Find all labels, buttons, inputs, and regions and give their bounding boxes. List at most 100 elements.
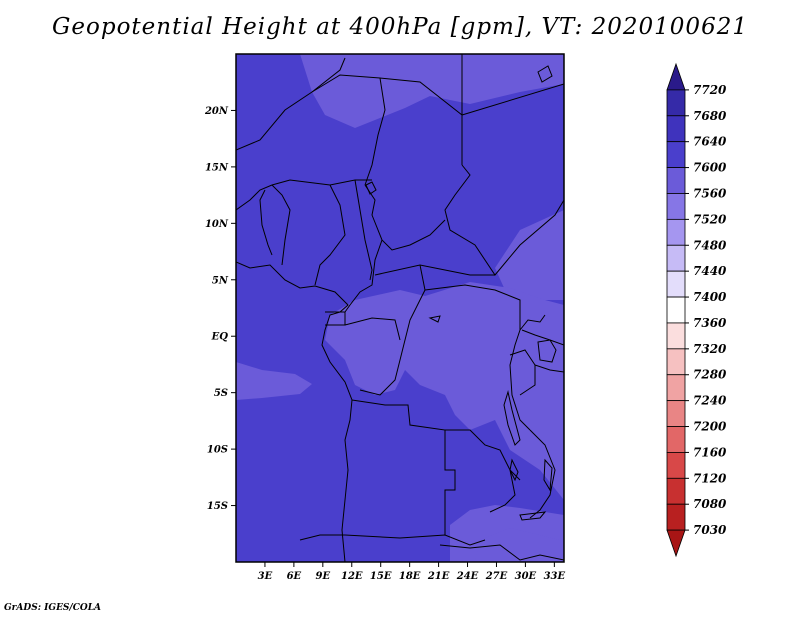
lon-tick-label: 21E (427, 571, 450, 582)
colorbar-label: 7320 (693, 342, 727, 356)
lake-outline (428, 315, 441, 323)
colorbar-segment (666, 244, 686, 272)
colorbar-label: 7480 (693, 238, 727, 252)
colorbar-segment (666, 193, 686, 220)
colorbar-segment (666, 400, 686, 427)
colorbar-label: 7720 (693, 83, 727, 97)
boundary-line (314, 184, 346, 286)
colorbar-label: 7440 (693, 264, 727, 278)
lat-tick-label: 5N (212, 275, 229, 286)
colorbar-segment (666, 296, 686, 324)
colorbar-segment (666, 322, 686, 350)
colorbar-segment (666, 218, 686, 246)
colorbar-segment (666, 374, 686, 402)
colorbar-segment (666, 115, 686, 143)
lon-tick-label: 6E (287, 571, 302, 582)
colorbar-label: 7520 (693, 212, 727, 226)
colorbar-segment (666, 62, 686, 91)
boundary-line (359, 264, 426, 396)
light-region-central (325, 282, 564, 500)
lat-tick-label: 5S (214, 388, 228, 399)
boundary-line (259, 189, 273, 256)
boundary-line (311, 74, 463, 165)
colorbar-label: 7680 (693, 109, 727, 123)
lon-tick-label: 9E (316, 571, 331, 582)
boundary-line (364, 184, 446, 251)
boundary-line (521, 329, 564, 346)
colorbar-label: 7240 (693, 394, 727, 408)
lat-tick-label: 10S (207, 445, 228, 456)
lake-outline (365, 181, 377, 195)
lon-tick-label: 18E (399, 571, 421, 582)
colorbar-segment (666, 477, 686, 505)
light-region-west (236, 362, 312, 400)
boundary-line (364, 77, 386, 186)
boundary-line (509, 329, 531, 431)
boundary-line (271, 184, 291, 266)
lon-tick-label: 15E (370, 571, 392, 582)
colorbar-segment (666, 426, 686, 453)
lake-outline (543, 458, 553, 492)
colorbar-segment (666, 167, 686, 194)
colorbar: 7720 7680 7640 7600 7560 7520 7480 7440 7400 7360… (666, 62, 727, 558)
boundary-line (299, 534, 345, 541)
colorbar-label: 7600 (693, 161, 727, 175)
lon-tick-label: 24E (456, 571, 479, 582)
lat-tick-label: 20N (204, 106, 229, 117)
boundary-line (325, 311, 346, 326)
boundary-line (344, 239, 383, 313)
map-title: Geopotential Height at 400hPa [gpm], VT:… (52, 14, 748, 40)
boundary-line (445, 429, 521, 481)
boundary-line (374, 264, 495, 276)
boundary-line (444, 164, 564, 276)
boundary-line (519, 314, 546, 331)
colorbar-segment (666, 503, 686, 531)
map-frame (235, 53, 565, 563)
country-boundaries (236, 54, 564, 562)
coastline (236, 261, 353, 562)
boundary-line (344, 534, 486, 546)
lake-outline (509, 458, 519, 482)
colorbar-segment (666, 529, 686, 558)
lat-tick-label: EQ (211, 332, 229, 343)
lat-tick-label: 10N (205, 219, 229, 230)
boundary-line (424, 284, 521, 330)
colorbar-label: 7280 (693, 368, 727, 382)
colorbar-label: 7080 (693, 497, 727, 511)
boundary-line (344, 317, 401, 341)
lon-tick-label: 30E (515, 571, 537, 582)
boundary-line (439, 544, 564, 561)
boundary-line (534, 364, 564, 373)
credit-label: GrADS: IGES/COLA (4, 603, 102, 613)
latitude-axis: 20N 15N 10N 5N EQ 5S 10S 15S (204, 106, 236, 512)
lat-tick-label: 15N (205, 162, 229, 173)
boundary-line (351, 399, 456, 535)
colorbar-segment (666, 89, 686, 117)
lon-tick-label: 3E (258, 571, 273, 582)
lon-tick-label: 12E (341, 571, 363, 582)
lake-outline (503, 390, 521, 446)
colorbar-label: 7360 (693, 316, 727, 330)
longitude-axis: 3E 6E 9E 12E 15E 18E 21E 24E 27E 30E 33E (258, 562, 565, 582)
boundary-line (236, 179, 372, 211)
lat-tick-label: 15S (207, 501, 228, 512)
light-region-east-high (495, 210, 564, 300)
boundary-line (489, 469, 516, 513)
colorbar-label: 7160 (693, 445, 727, 459)
lake-outline (537, 65, 553, 83)
colorbar-label: 7200 (693, 420, 727, 434)
lon-tick-label: 27E (485, 571, 508, 582)
boundary-line (461, 83, 564, 116)
boundary-line (529, 429, 556, 519)
lake-outline (537, 339, 557, 363)
colorbar-label: 7640 (693, 135, 727, 149)
boundary-line (236, 57, 346, 151)
colorbar-label: 7560 (693, 186, 727, 200)
colorbar-segment (666, 270, 686, 298)
colorbar-label: 7400 (693, 290, 727, 304)
colorbar-segment (666, 452, 686, 479)
colorbar-label: 7120 (693, 471, 727, 485)
colorbar-segment (666, 141, 686, 168)
lake-outline (519, 511, 547, 521)
